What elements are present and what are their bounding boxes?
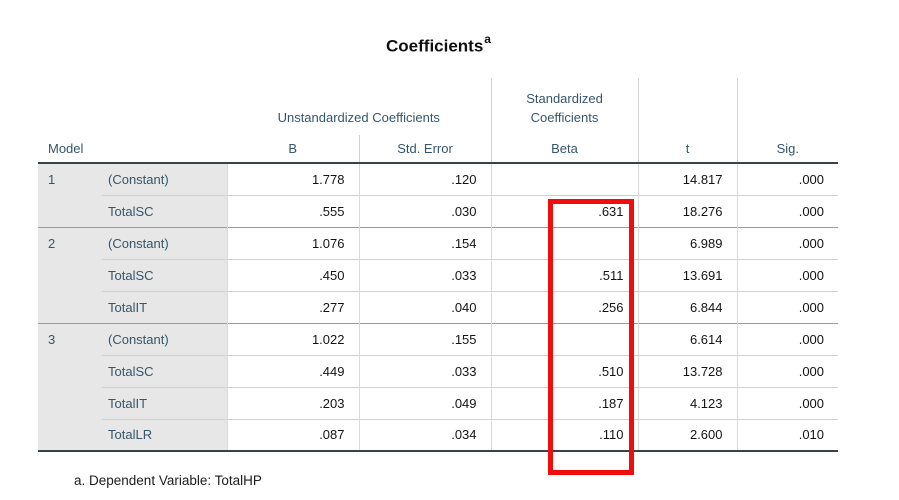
- sig-cell: .000: [736, 322, 839, 355]
- table-header: Unstandardized Coefficients Standardized…: [38, 78, 839, 164]
- predictor-cell: TotalSC: [102, 258, 227, 291]
- footnote-marker-superscript: a: [484, 32, 491, 46]
- header-std-error: Std. Error: [358, 135, 492, 164]
- table-row: TotalSC .450 .033 .511 13.691 .000: [38, 258, 839, 291]
- table-footnote: a. Dependent Variable: TotalHP: [74, 473, 262, 488]
- header-model: Model: [38, 135, 227, 164]
- t-cell: 6.989: [637, 226, 738, 259]
- page-title: Coefficientsa: [38, 32, 838, 57]
- std-error-cell: .154: [358, 226, 492, 259]
- coefficients-table-wrapper: Unstandardized Coefficients Standardized…: [38, 78, 839, 452]
- model-cell: 3: [38, 322, 102, 452]
- model-cell: 1: [38, 163, 102, 227]
- predictor-cell: (Constant): [102, 226, 227, 259]
- beta-cell: [490, 163, 639, 195]
- sig-cell: .000: [736, 194, 839, 227]
- table-row: TotalIT .203 .049 .187 4.123 .000: [38, 386, 839, 419]
- b-cell: 1.076: [226, 226, 359, 259]
- t-cell: 4.123: [637, 386, 738, 419]
- b-cell: .450: [226, 258, 359, 291]
- t-cell: 13.691: [637, 258, 738, 291]
- header-empty-cell: [38, 78, 227, 135]
- table-row: 2 (Constant) 1.076 .154 6.989 .000: [38, 226, 839, 323]
- header-t: t: [637, 135, 738, 164]
- beta-cell: .187: [490, 386, 639, 419]
- std-error-cell: .049: [358, 386, 492, 419]
- header-empty-cell: [637, 78, 738, 135]
- header-beta: Beta: [490, 135, 639, 164]
- std-error-cell: .030: [358, 194, 492, 227]
- header-empty-cell: [736, 78, 839, 135]
- sig-cell: .000: [736, 354, 839, 387]
- predictor-cell: TotalIT: [102, 290, 227, 323]
- predictor-cell: TotalLR: [102, 418, 227, 452]
- sig-cell: .000: [736, 226, 839, 259]
- t-cell: 6.614: [637, 322, 738, 355]
- sig-cell: .000: [736, 290, 839, 323]
- std-error-cell: .033: [358, 258, 492, 291]
- b-cell: .277: [226, 290, 359, 323]
- predictor-cell: (Constant): [102, 322, 227, 355]
- sig-cell: .000: [736, 258, 839, 291]
- beta-cell: .510: [490, 354, 639, 387]
- header-unstandardized-group: Unstandardized Coefficients: [227, 78, 492, 135]
- beta-cell: [490, 226, 639, 259]
- std-error-cell: .033: [358, 354, 492, 387]
- table-row: TotalIT .277 .040 .256 6.844 .000: [38, 290, 839, 323]
- b-cell: .555: [226, 194, 359, 227]
- predictor-cell: (Constant): [102, 163, 227, 195]
- coefficients-table: Unstandardized Coefficients Standardized…: [38, 78, 839, 452]
- std-error-cell: .155: [358, 322, 492, 355]
- t-cell: 6.844: [637, 290, 738, 323]
- t-cell: 2.600: [637, 418, 738, 452]
- t-cell: 13.728: [637, 354, 738, 387]
- t-cell: 18.276: [637, 194, 738, 227]
- beta-cell: .110: [490, 418, 639, 452]
- table-row: 1 (Constant) 1.778 .120 14.817 .000: [38, 163, 839, 227]
- b-cell: .449: [226, 354, 359, 387]
- table-row: TotalLR .087 .034 .110 2.600 .010: [38, 418, 839, 452]
- std-error-cell: .120: [358, 163, 492, 195]
- table-title-text: Coefficients: [386, 36, 484, 56]
- beta-cell: .256: [490, 290, 639, 323]
- model-cell: 2: [38, 226, 102, 323]
- header-b: B: [227, 135, 359, 164]
- table-row: TotalSC .555 .030 .631 18.276 .000: [38, 194, 839, 227]
- predictor-cell: TotalSC: [102, 194, 227, 227]
- predictor-cell: TotalSC: [102, 354, 227, 387]
- beta-cell: [490, 322, 639, 355]
- header-column-row: Model B Std. Error Beta t Sig.: [38, 135, 839, 164]
- t-cell: 14.817: [637, 163, 738, 195]
- table-row: 3 (Constant) 1.022 .155 6.614 .000: [38, 322, 839, 452]
- header-group-row: Unstandardized Coefficients Standardized…: [38, 78, 839, 135]
- b-cell: .087: [226, 418, 359, 452]
- beta-cell: .631: [490, 194, 639, 227]
- std-error-cell: .040: [358, 290, 492, 323]
- sig-cell: .000: [736, 386, 839, 419]
- sig-cell: .010: [736, 418, 839, 452]
- header-standardized-group: Standardized Coefficients: [490, 78, 639, 135]
- predictor-cell: TotalIT: [102, 386, 227, 419]
- b-cell: 1.022: [226, 322, 359, 355]
- header-sig: Sig.: [736, 135, 839, 164]
- table-row: TotalSC .449 .033 .510 13.728 .000: [38, 354, 839, 387]
- std-error-cell: .034: [358, 418, 492, 452]
- b-cell: .203: [226, 386, 359, 419]
- sig-cell: .000: [736, 163, 839, 195]
- table-body: 1 (Constant) 1.778 .120 14.817 .000 Tota…: [38, 163, 839, 452]
- b-cell: 1.778: [226, 163, 359, 195]
- beta-cell: .511: [490, 258, 639, 291]
